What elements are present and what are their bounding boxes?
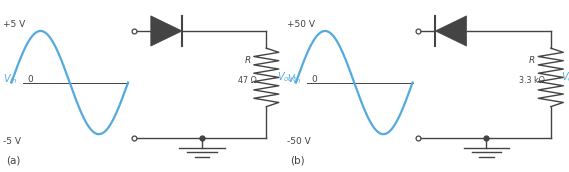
Text: (b): (b) — [290, 155, 305, 165]
Text: $V_{out}$: $V_{out}$ — [277, 71, 296, 84]
Text: $V_{in}$: $V_{in}$ — [3, 72, 17, 86]
Text: 0: 0 — [312, 75, 318, 84]
Polygon shape — [151, 16, 182, 46]
Text: 3.3 kΩ: 3.3 kΩ — [519, 76, 545, 85]
Text: -50 V: -50 V — [287, 137, 311, 146]
Polygon shape — [435, 16, 467, 46]
Text: 0: 0 — [27, 75, 33, 84]
Text: R: R — [529, 56, 535, 65]
Text: +5 V: +5 V — [3, 20, 25, 29]
Text: R: R — [245, 56, 250, 65]
Text: $V_{in}$: $V_{in}$ — [287, 72, 302, 86]
Text: +50 V: +50 V — [287, 20, 315, 29]
Text: $V_{out}$: $V_{out}$ — [561, 71, 569, 84]
Text: (a): (a) — [6, 155, 20, 165]
Text: 47 Ω: 47 Ω — [238, 76, 257, 85]
Text: -5 V: -5 V — [3, 137, 21, 146]
